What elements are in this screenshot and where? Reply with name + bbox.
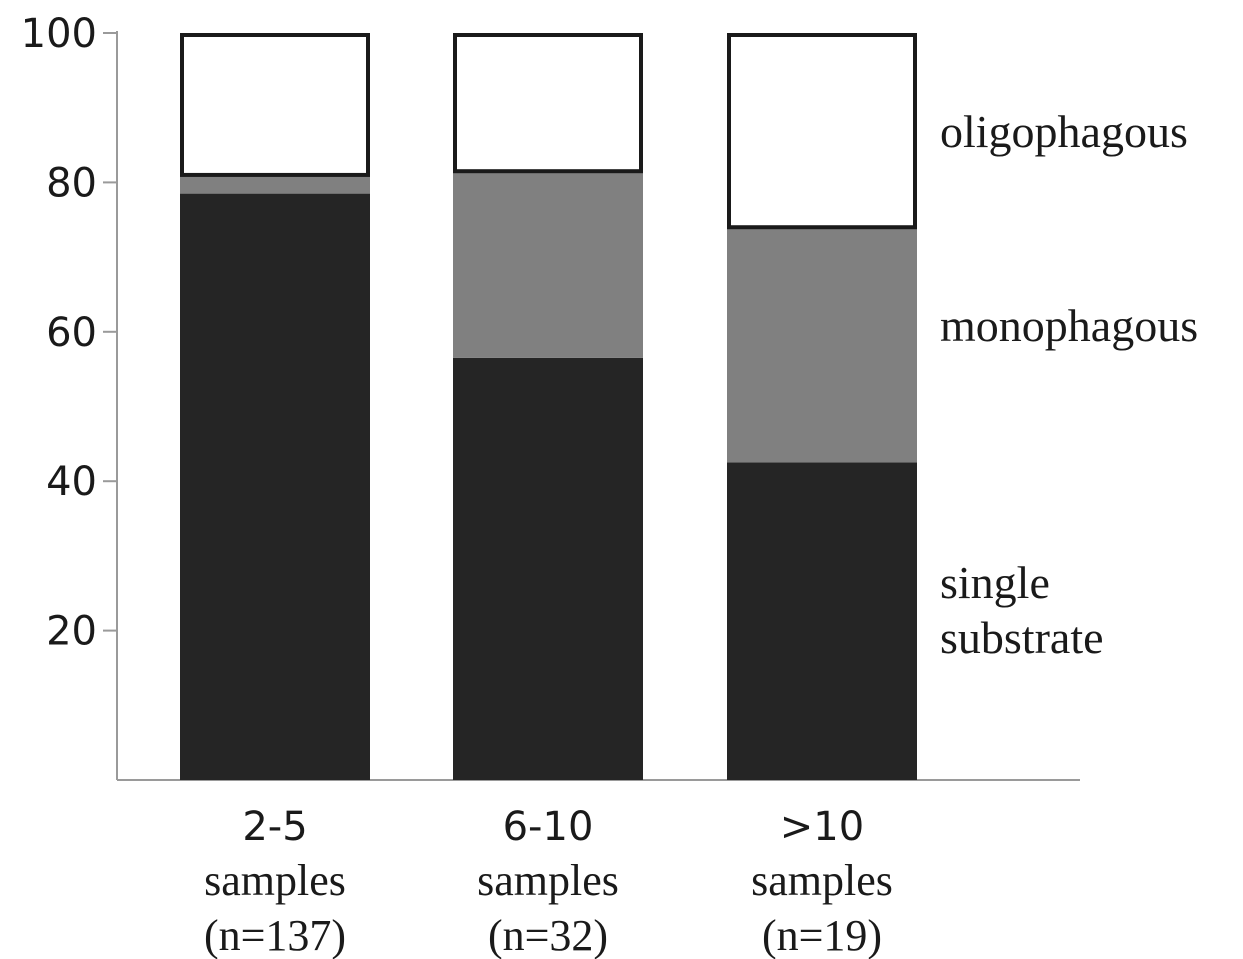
x-category-label-line: samples <box>751 856 893 905</box>
y-tick-label: 60 <box>46 310 97 356</box>
bar-stack <box>180 33 370 781</box>
x-category-label: >10 samples (n=19) <box>751 804 893 959</box>
bar-segment-oligophagous <box>180 33 370 177</box>
y-tick-label: 20 <box>46 609 97 655</box>
x-category-label-line: samples <box>204 856 346 905</box>
bar-segment-oligophagous <box>727 33 917 230</box>
x-category-label-line: 6-10 <box>503 804 594 850</box>
bar-segment-single-substrate <box>180 193 370 781</box>
bar-segment-single-substrate <box>453 357 643 780</box>
y-tick-label: 80 <box>46 160 97 206</box>
x-category-label-line: samples <box>477 856 619 905</box>
bar-segment-monophagous <box>727 227 917 463</box>
x-category-label-line: (n=32) <box>488 911 608 959</box>
x-category-label: 2-5 samples (n=137) <box>204 804 346 959</box>
bars <box>180 33 917 781</box>
bar-stack <box>453 33 643 780</box>
bar-segment-monophagous <box>180 174 370 194</box>
bar-segment-single-substrate <box>727 462 917 780</box>
y-tick-label: 40 <box>46 459 97 505</box>
y-tick-label: 100 <box>21 11 97 57</box>
legend-label: oligophagous <box>940 106 1188 157</box>
x-category-label-line: (n=137) <box>204 911 346 959</box>
bar-segment-oligophagous <box>453 33 643 174</box>
axes: 20 40 60 80 100 <box>21 11 1080 781</box>
bar-stack <box>727 33 917 780</box>
x-category-label-line: >10 <box>780 804 864 850</box>
bar-segment-monophagous <box>453 171 643 358</box>
x-category-label-line: (n=19) <box>762 911 882 959</box>
x-axis-labels: 2-5 samples (n=137) 6-10 samples (n=32) >10 sam… <box>204 804 893 959</box>
x-category-label: 6-10 samples (n=32) <box>477 804 619 959</box>
legend-label: substrate <box>940 612 1104 663</box>
legend-label: monophagous <box>940 300 1198 351</box>
x-category-label-line: 2-5 <box>242 804 307 850</box>
legend-label: single <box>940 557 1050 608</box>
